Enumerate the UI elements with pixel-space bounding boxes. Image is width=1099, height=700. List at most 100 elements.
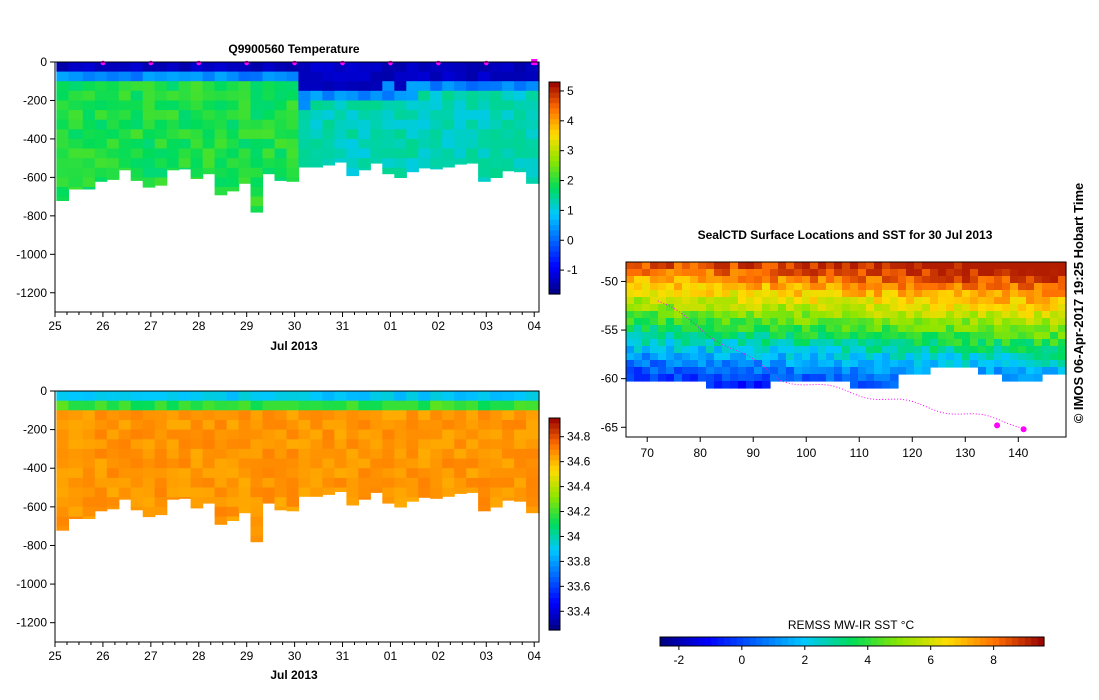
sst-cell xyxy=(1034,325,1043,333)
profile-cell xyxy=(94,100,108,111)
profile-column xyxy=(68,391,84,519)
sst-cell xyxy=(866,311,875,319)
profile-column xyxy=(190,62,204,179)
profile-cell xyxy=(142,410,156,421)
profile-cell xyxy=(250,81,264,92)
sst-cell xyxy=(1034,367,1043,375)
profile-column xyxy=(82,391,96,519)
sst-cell xyxy=(994,360,1003,368)
profile-cell xyxy=(118,138,132,150)
profile-cell xyxy=(154,506,168,516)
profile-cell xyxy=(394,400,407,411)
sst-cell xyxy=(834,290,843,298)
profile-cell xyxy=(286,138,300,150)
colorbar-segment xyxy=(549,433,560,440)
sst-cell xyxy=(778,304,787,312)
profile-cell xyxy=(370,477,383,489)
y-tick-label: 0 xyxy=(40,55,47,69)
profile-cell xyxy=(130,71,144,82)
profile-cell xyxy=(238,110,252,121)
sst-cell xyxy=(682,304,691,312)
profile-cell xyxy=(478,71,491,82)
sst-cell xyxy=(818,276,827,284)
profile-cell xyxy=(454,81,467,92)
profile-cell xyxy=(142,420,156,431)
sst-colorbar-segment xyxy=(954,637,962,646)
sst-cell xyxy=(858,346,867,354)
profile-cell xyxy=(118,429,132,440)
sst-cell xyxy=(954,325,963,333)
profile-cell xyxy=(94,167,108,178)
profile-cell xyxy=(214,506,228,518)
profile-column xyxy=(130,62,144,181)
profile-cell xyxy=(190,458,204,469)
sst-cell xyxy=(962,353,971,361)
profile-cell xyxy=(178,400,192,411)
sst-cell xyxy=(658,311,667,319)
sst-cell xyxy=(706,297,715,305)
temperature-y-axis: 0-200-400-600-800-1000-1200 xyxy=(16,55,55,300)
sst-cell xyxy=(698,269,707,277)
profile-cell xyxy=(250,138,264,150)
profile-cell xyxy=(526,110,540,121)
profile-cell xyxy=(202,100,216,111)
sst-colorbar-tick-label: 6 xyxy=(927,653,934,667)
profile-cell xyxy=(406,158,419,169)
profile-cell xyxy=(442,71,455,82)
profile-cell xyxy=(118,167,132,171)
sst-cell xyxy=(1050,311,1059,319)
profile-cell xyxy=(166,400,180,411)
profile-cell xyxy=(142,429,156,440)
colorbar-segment xyxy=(549,251,560,258)
profile-cell xyxy=(478,138,491,150)
profile-cell xyxy=(82,71,96,82)
sst-cell xyxy=(746,269,755,277)
profile-cell xyxy=(142,138,156,150)
profile-cell xyxy=(478,429,491,440)
profile-cell xyxy=(298,158,311,168)
profile-cell xyxy=(406,100,419,111)
profile-cell xyxy=(346,129,359,140)
profile-cell xyxy=(250,167,264,178)
sst-cell xyxy=(874,276,883,284)
sst-cell xyxy=(1010,339,1019,347)
profile-cell xyxy=(68,410,84,421)
sst-cell xyxy=(858,311,867,319)
profile-cell xyxy=(490,391,503,402)
profile-cell xyxy=(106,448,120,460)
colorbar-segment xyxy=(549,140,560,147)
profile-cell xyxy=(382,400,395,411)
profile-cell xyxy=(478,506,491,512)
profile-cell xyxy=(310,477,323,489)
profile-cell xyxy=(68,448,84,460)
profile-cell xyxy=(94,81,108,92)
profile-cell xyxy=(454,429,467,440)
profile-cell xyxy=(442,439,455,450)
sst-cell xyxy=(770,276,779,284)
profile-cell xyxy=(382,138,395,150)
profile-cell xyxy=(56,468,69,479)
profile-cell xyxy=(490,129,503,140)
profile-cell xyxy=(178,448,192,460)
sst-cell xyxy=(778,262,787,270)
sst-cell xyxy=(938,353,947,361)
sst-cell xyxy=(634,374,643,382)
sst-cell xyxy=(986,332,995,340)
sst-cell xyxy=(1058,346,1067,354)
sst-cell xyxy=(1026,262,1035,270)
sst-cell xyxy=(722,381,731,389)
profile-cell xyxy=(226,148,240,159)
profile-cell xyxy=(130,439,144,450)
map-y-tick-label: -50 xyxy=(601,274,619,288)
profile-cell xyxy=(430,429,443,440)
sst-cell xyxy=(666,304,675,312)
profile-cell xyxy=(334,129,347,140)
profile-cell xyxy=(346,167,359,177)
sst-cell xyxy=(746,325,755,333)
sst-cell xyxy=(874,262,883,270)
profile-cell xyxy=(322,468,335,479)
sst-cell xyxy=(914,297,923,305)
sst-cell xyxy=(690,311,699,319)
sst-cell xyxy=(994,339,1003,347)
sst-cell xyxy=(938,318,947,326)
